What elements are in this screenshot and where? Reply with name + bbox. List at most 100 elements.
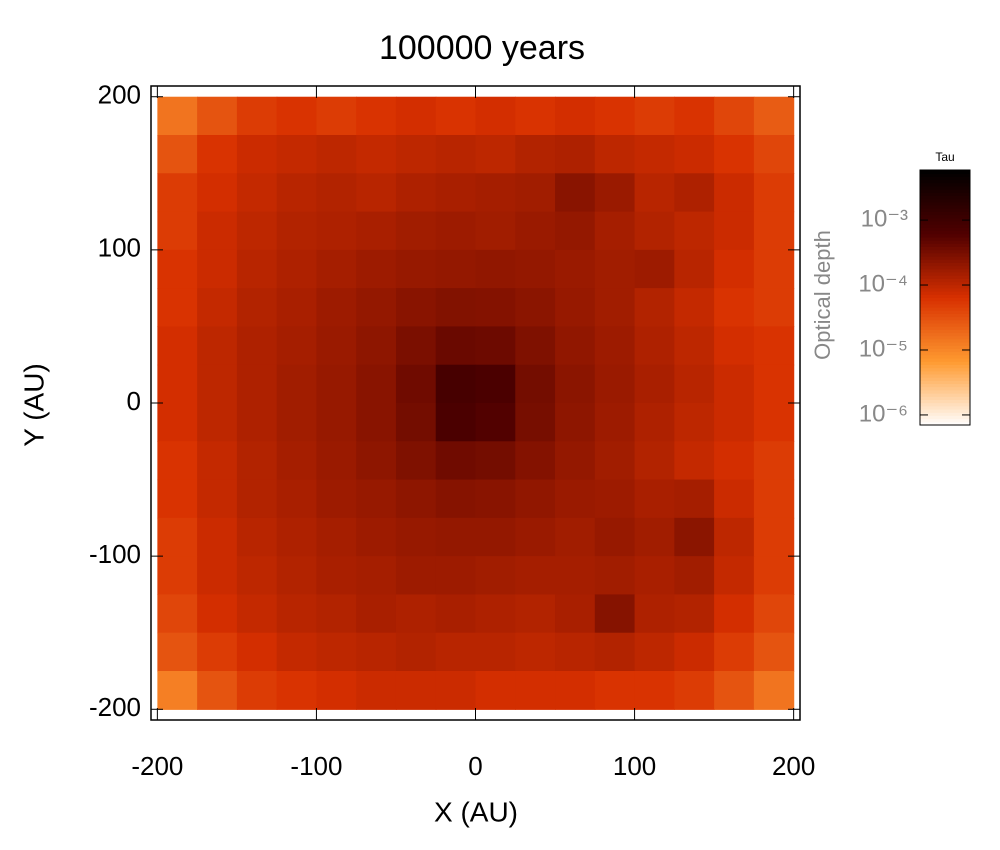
heatmap-cell: [356, 211, 397, 251]
heatmap-cell: [316, 326, 357, 366]
heatmap-cell: [356, 403, 397, 442]
heatmap-cell: [634, 441, 675, 481]
heatmap-cell: [316, 670, 357, 710]
heatmap-cell: [395, 403, 437, 442]
heatmap-cell: [435, 670, 477, 710]
heatmap-cell: [276, 288, 318, 328]
colorbar-tick-label: 10⁻⁴: [858, 270, 908, 297]
heatmap-cell: [515, 211, 556, 251]
heatmap-cell: [753, 517, 795, 557]
heatmap-cell: [753, 96, 795, 136]
heatmap-cell: [197, 96, 238, 136]
heatmap-cell: [594, 594, 636, 634]
heatmap-cell: [753, 173, 795, 213]
heatmap-cell: [197, 556, 238, 596]
heatmap-cell: [555, 288, 596, 328]
heatmap-cell: [435, 135, 477, 174]
heatmap-cell: [197, 249, 238, 289]
colorbar-tick-label: 10⁻⁶: [859, 400, 908, 427]
heatmap-cell: [753, 326, 795, 366]
heatmap-cell: [555, 517, 596, 557]
x-tick-label: 200: [772, 751, 815, 781]
heatmap-cell: [236, 326, 278, 366]
heatmap-cell: [515, 479, 556, 519]
heatmap-cell: [714, 173, 755, 213]
heatmap-cell: [515, 632, 556, 672]
heatmap-cell: [197, 326, 238, 366]
heatmap-cell: [395, 632, 437, 672]
heatmap-cell: [555, 594, 596, 634]
colorbar-segment: [920, 396, 970, 400]
heatmap-cell: [316, 517, 357, 557]
heatmap-cell: [395, 556, 437, 596]
heatmap-cell: [634, 96, 675, 136]
heatmap-cell: [276, 632, 318, 672]
heatmap-cell: [515, 594, 556, 634]
colorbar-segment: [920, 265, 970, 270]
colorbar-segment: [920, 278, 970, 283]
heatmap-cell: [594, 441, 636, 481]
heatmap-cell: [276, 135, 318, 174]
heatmap-cell: [197, 441, 238, 481]
colorbar-segment: [920, 354, 970, 359]
colorbar-segment: [920, 182, 970, 187]
heatmap-cell: [197, 479, 238, 519]
heatmap-cell: [515, 403, 556, 442]
heatmap-cell: [157, 249, 198, 289]
heatmap-cell: [395, 135, 437, 174]
colorbar-segment: [920, 259, 970, 263]
heatmap-cell: [555, 632, 596, 672]
x-tick-label: 100: [613, 751, 656, 781]
y-tick-label: -200: [89, 692, 141, 722]
heatmap-cell: [753, 135, 795, 174]
heatmap-cell: [236, 364, 278, 404]
heatmap-cell: [515, 517, 556, 557]
heatmap-cell: [475, 249, 516, 289]
heatmap-cell: [634, 556, 675, 596]
colorbar-segment: [920, 224, 970, 228]
heatmap-cell: [714, 441, 755, 481]
colorbar-segment: [920, 272, 970, 276]
colorbar-segment: [920, 211, 970, 216]
heatmap-cell: [356, 670, 397, 710]
heatmap-cell: [634, 173, 675, 213]
heatmap-cell: [475, 594, 516, 634]
colorbar-segment: [920, 323, 970, 327]
colorbar-segment: [920, 421, 970, 426]
heatmap-cell: [634, 403, 675, 442]
heatmap-cell: [674, 632, 715, 672]
heatmap-cell: [714, 403, 755, 442]
x-tick-label: -200: [131, 751, 183, 781]
colorbar-segment: [920, 176, 970, 181]
heatmap-cell: [515, 364, 556, 404]
heatmap-cell: [356, 173, 397, 213]
heatmap-cell: [594, 249, 636, 289]
heatmap-cell: [475, 364, 516, 404]
colorbar-label: Optical depth: [810, 230, 835, 360]
colorbar-segment: [920, 412, 970, 416]
colorbar-segment: [920, 185, 970, 190]
heatmap-cell: [634, 288, 675, 328]
heatmap-cell: [157, 632, 198, 672]
heatmap-cell: [435, 556, 477, 596]
colorbar-segment: [920, 348, 970, 353]
heatmap-cell: [634, 135, 675, 174]
heatmap-cell: [356, 326, 397, 366]
colorbar-segment: [920, 418, 970, 423]
heatmap-cell: [356, 594, 397, 634]
heatmap-cell: [316, 211, 357, 251]
heatmap-cell: [157, 364, 198, 404]
heatmap-cell: [714, 517, 755, 557]
heatmap-cell: [594, 479, 636, 519]
heatmap-cell: [435, 594, 477, 634]
heatmap-cell: [475, 403, 516, 442]
colorbar-segment: [920, 319, 970, 324]
heatmap-cell: [714, 96, 755, 136]
colorbar-segment: [920, 307, 970, 311]
colorbar-segment: [920, 294, 970, 298]
heatmap-cell: [515, 288, 556, 328]
heatmap-cell: [435, 441, 477, 481]
heatmap-cell: [555, 249, 596, 289]
heatmap-cell: [594, 517, 636, 557]
colorbar-segment: [920, 310, 970, 314]
